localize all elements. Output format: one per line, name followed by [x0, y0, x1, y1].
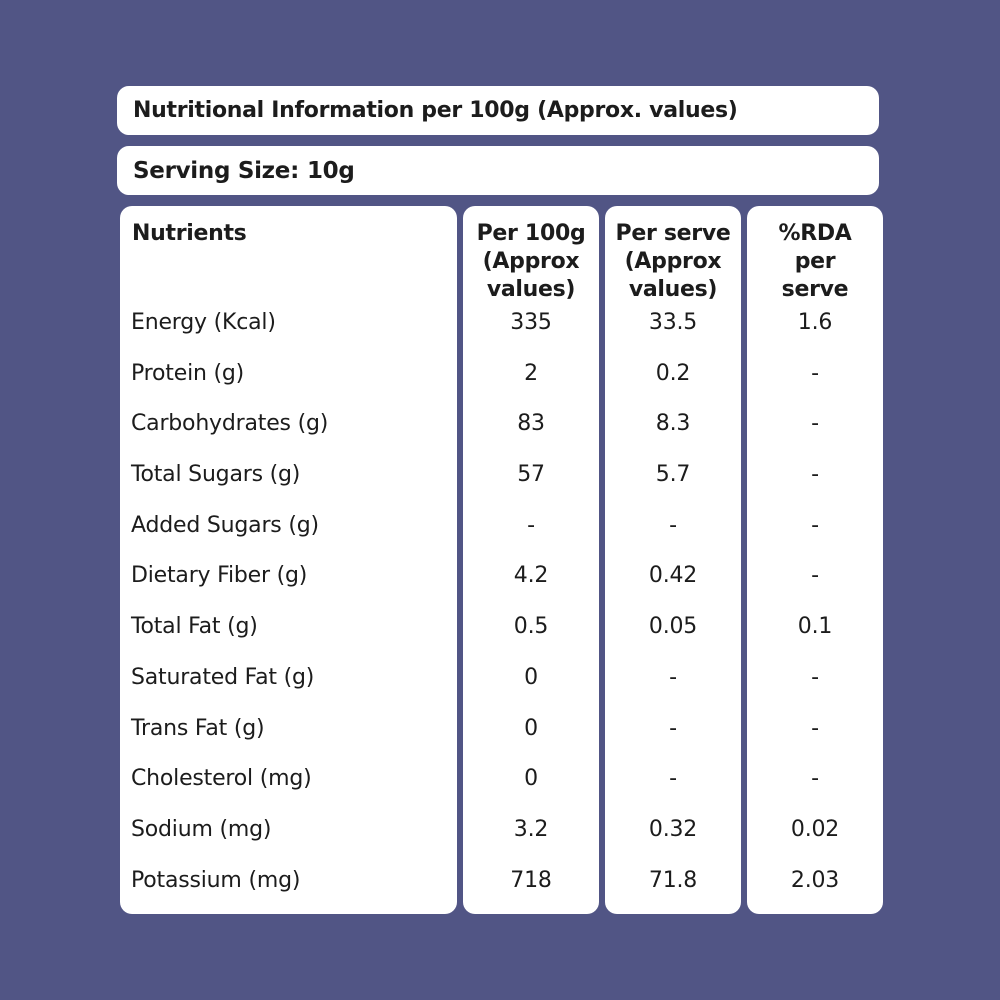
nutrient-value-per100g: 4.2	[513, 563, 549, 589]
nutrient-name: Carbohydrates (g)	[131, 411, 329, 437]
nutrient-value-per100g: 57	[517, 462, 545, 488]
nutrient-value-per100g: 3.2	[513, 816, 549, 842]
nutrient-value-per-serve: -	[669, 512, 677, 538]
rda-rows: 1.6 - - - - - 0.1 - - - 0.02 2.03	[747, 303, 883, 911]
nutrients-column: Nutrients Energy (Kcal) Protein (g) Carboh…	[120, 206, 457, 914]
per-100g-rows: 335 2 83 57 - 4.2 0.5 0 0 0 3.2 718	[463, 303, 599, 911]
nutrient-value-per-serve: 71.8	[648, 867, 698, 893]
nutrient-name: Trans Fat (g)	[131, 715, 265, 741]
per-100g-column: Per 100g (Approx values) 335 2 83 57 - 4.2 0.5…	[463, 206, 599, 914]
nutrient-value-per-serve: 5.7	[655, 462, 691, 488]
nutrient-name: Cholesterol (mg)	[131, 766, 312, 792]
nutrient-name: Potassium (mg)	[131, 867, 301, 893]
nutrient-value-per-serve: 0.42	[648, 563, 698, 589]
nutrient-value-rda: -	[811, 462, 819, 488]
per-100g-header-line: (Approx	[482, 249, 580, 274]
rda-header-line: per	[794, 249, 836, 274]
nutrient-value-per-serve: -	[669, 715, 677, 741]
nutrient-value-rda: -	[811, 411, 819, 437]
nutrient-name: Protein (g)	[131, 360, 245, 386]
nutrient-value-per100g: 718	[510, 867, 552, 893]
nutrient-value-rda: -	[811, 715, 819, 741]
nutrient-value-per100g: -	[527, 512, 535, 538]
nutrition-title: Nutritional Information per 100g (Approx…	[133, 98, 738, 123]
nutrients-rows: Energy (Kcal) Protein (g) Carbohydrates (g…	[120, 303, 457, 911]
nutrient-value-per-serve: 0.2	[655, 360, 691, 386]
nutrient-value-rda: -	[811, 664, 819, 690]
nutrient-value-rda: 1.6	[797, 310, 833, 335]
serving-size-bar: Serving Size: 10g	[117, 146, 879, 195]
nutrient-value-per-serve: -	[669, 766, 677, 792]
nutrient-value-per100g: 2	[524, 360, 538, 386]
nutrient-value-per-serve: 33.5	[648, 310, 698, 335]
rda-column: %RDA per serve 1.6 - - - - - 0.1 - - - 0.02 2.03	[747, 206, 883, 914]
nutrient-value-rda: 0.1	[797, 614, 833, 640]
rda-header-line: serve	[781, 277, 849, 302]
rda-header-line: %RDA	[778, 221, 852, 246]
nutrient-value-per-serve: -	[669, 664, 677, 690]
nutrient-value-rda: -	[811, 563, 819, 589]
nutrient-name: Sodium (mg)	[131, 816, 272, 842]
nutrient-name: Dietary Fiber (g)	[131, 563, 308, 589]
nutrient-name: Energy (Kcal)	[131, 310, 276, 335]
serving-size-label: Serving Size:	[133, 157, 299, 184]
nutrients-header-text: Nutrients	[132, 221, 247, 246]
nutrient-value-per-serve: 0.32	[648, 816, 698, 842]
per-serve-header-line: Per serve	[615, 221, 731, 246]
nutrient-name: Total Sugars (g)	[131, 462, 301, 488]
nutrient-value-rda: -	[811, 360, 819, 386]
nutrient-value-per-serve: 8.3	[655, 411, 691, 437]
per-100g-header-line: values)	[486, 277, 576, 302]
nutrient-name: Added Sugars (g)	[131, 512, 319, 538]
nutrients-header: Nutrients	[132, 220, 457, 248]
nutrient-name: Total Fat (g)	[131, 614, 258, 640]
per-serve-rows: 33.5 0.2 8.3 5.7 - 0.42 0.05 - - - 0.32 71.8	[605, 303, 741, 911]
nutrient-value-per100g: 335	[510, 310, 552, 335]
nutrient-value-rda: 0.02	[790, 816, 840, 842]
per-serve-header-line: values)	[628, 277, 718, 302]
nutrient-value-rda: 2.03	[790, 867, 840, 893]
nutrient-value-per-serve: 0.05	[648, 614, 698, 640]
per-serve-header-line: (Approx	[624, 249, 722, 274]
serving-size-value: 10g	[306, 157, 355, 184]
nutrient-value-per100g: 0	[524, 664, 538, 690]
nutrient-value-rda: -	[811, 512, 819, 538]
nutrient-value-rda: -	[811, 766, 819, 792]
rda-header: %RDA per serve	[747, 220, 883, 304]
nutrient-name: Saturated Fat (g)	[131, 664, 315, 690]
per-100g-header-line: Per 100g	[476, 221, 586, 246]
per-serve-column: Per serve (Approx values) 33.5 0.2 8.3 5.7 -…	[605, 206, 741, 914]
per-serve-header: Per serve (Approx values)	[605, 220, 741, 304]
nutrient-value-per100g: 0	[524, 766, 538, 792]
nutrition-title-bar: Nutritional Information per 100g (Approx…	[117, 86, 879, 135]
nutrient-value-per100g: 0	[524, 715, 538, 741]
per-100g-header: Per 100g (Approx values)	[463, 220, 599, 304]
nutrient-value-per100g: 83	[517, 411, 545, 437]
nutrient-value-per100g: 0.5	[513, 614, 549, 640]
